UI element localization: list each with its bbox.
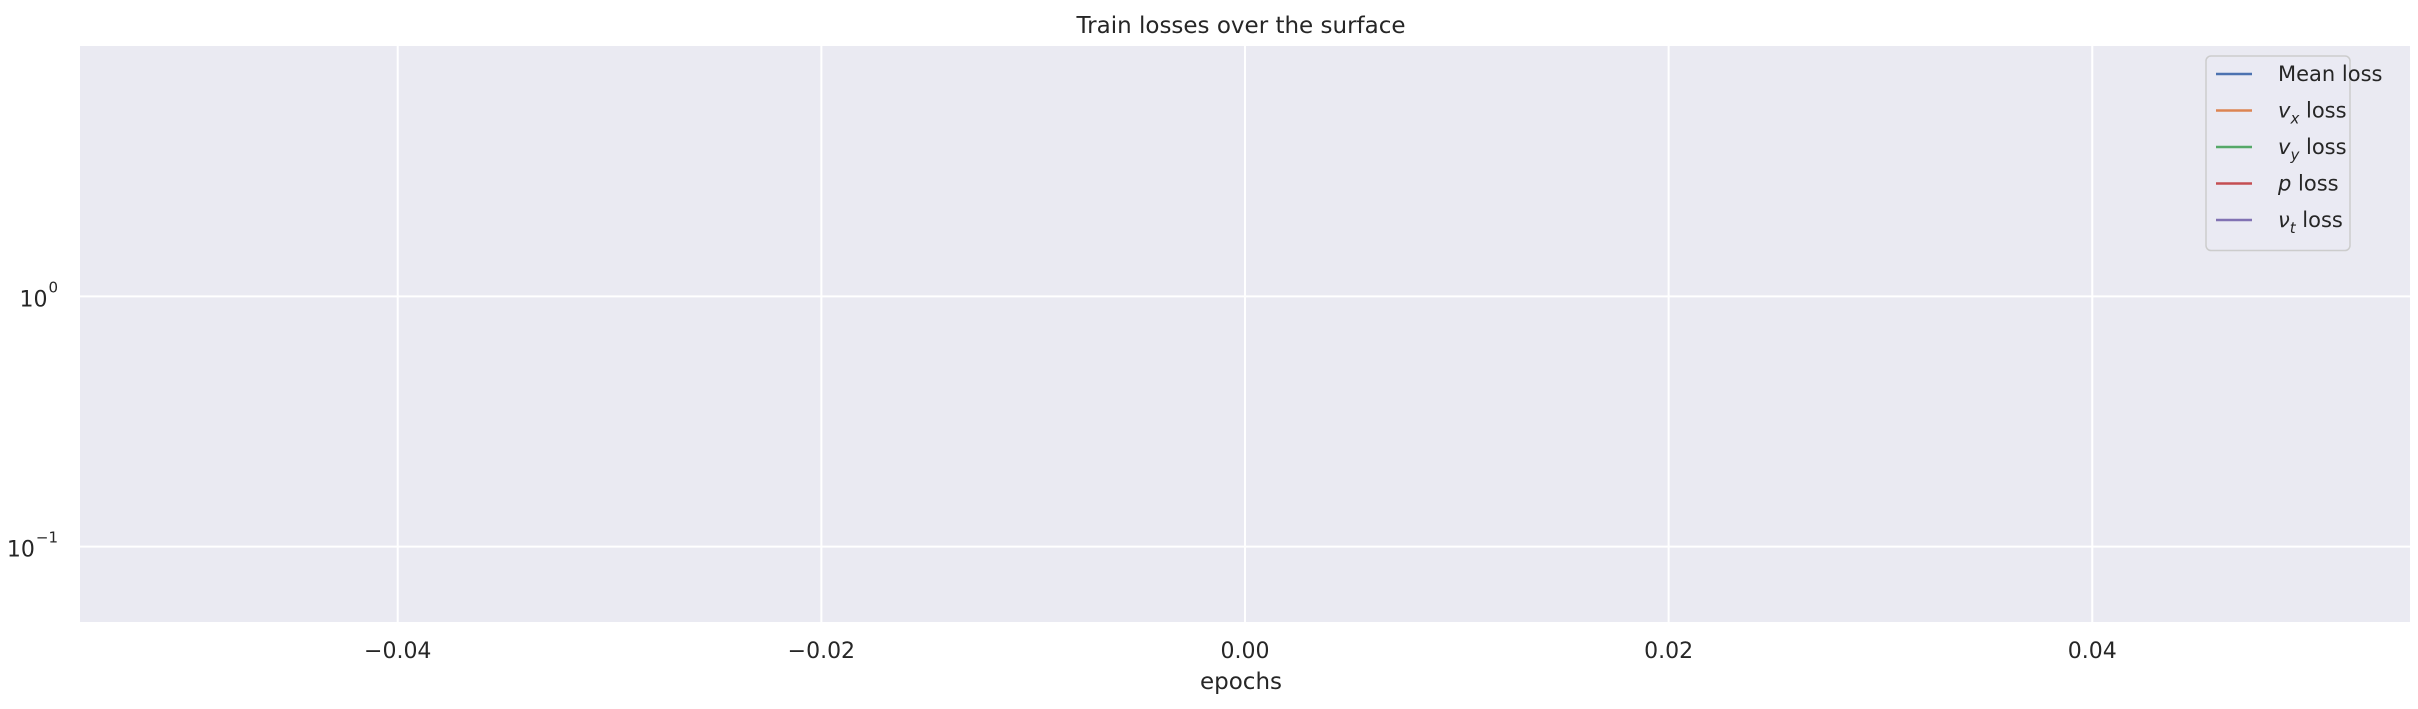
y-tick-label: −110	[7, 529, 58, 563]
legend-item: νt loss	[2216, 208, 2343, 237]
y-tick-labels: 010−110	[7, 278, 58, 562]
legend-label-variable: v	[2278, 135, 2291, 159]
y-tick-base: 10	[7, 538, 35, 563]
legend-label: vy loss	[2278, 135, 2347, 164]
legend-label-variable: v	[2278, 99, 2291, 123]
legend-label-suffix: loss	[2299, 99, 2346, 123]
legend-label-suffix: loss	[2299, 135, 2346, 159]
x-tick-labels: −0.04 −0.02 0.00 0.02 0.04	[364, 639, 2117, 664]
x-tick-label: 0.04	[2068, 639, 2117, 664]
legend-box	[2205, 55, 2351, 252]
legend-label: vx loss	[2278, 99, 2347, 128]
legend-label: Mean loss	[2278, 62, 2382, 86]
chart-title: Train losses over the surface	[1075, 13, 1405, 39]
x-tick-label: −0.04	[364, 639, 431, 664]
y-tick-exponent: −1	[36, 529, 58, 547]
legend-label: p loss	[2277, 172, 2339, 196]
legend-item: vx loss	[2216, 99, 2347, 128]
y-tick-exponent: 0	[48, 278, 58, 296]
legend-label-subscript: y	[2289, 146, 2300, 164]
y-tick-label: 010	[19, 278, 58, 312]
x-tick-label: 0.02	[1644, 639, 1693, 664]
legend-label-subscript: t	[2290, 219, 2297, 237]
x-tick-label: −0.02	[788, 639, 855, 664]
grid-lines	[80, 46, 2410, 622]
legend-label-subscript: x	[2289, 110, 2299, 128]
legend-label-variable: p	[2277, 172, 2291, 196]
legend-item: Mean loss	[2216, 62, 2382, 86]
x-axis-label: epochs	[1200, 669, 1282, 695]
legend-label-suffix: loss	[2291, 172, 2338, 196]
legend-label-suffix: loss	[2296, 208, 2343, 232]
y-tick-base: 10	[19, 287, 47, 312]
legend-item: vy loss	[2216, 135, 2347, 164]
legend-label-text: Mean loss	[2278, 62, 2382, 86]
legend-label: νt loss	[2278, 208, 2343, 237]
x-tick-label: 0.00	[1221, 639, 1270, 664]
legend-label-variable: ν	[2278, 208, 2290, 232]
legend-item: p loss	[2216, 172, 2339, 196]
